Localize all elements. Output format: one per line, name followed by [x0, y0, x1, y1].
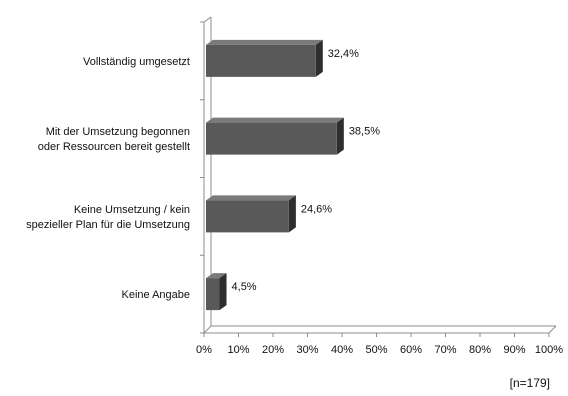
bar	[206, 200, 289, 233]
bar	[206, 44, 316, 77]
bar	[206, 122, 337, 155]
category-label: Keine Umsetzung / kein	[74, 204, 190, 216]
floor-right-line	[548, 325, 557, 334]
bar-top-face	[206, 195, 296, 201]
x-tick-label: 90%	[503, 344, 525, 356]
x-tick-label: 80%	[469, 344, 491, 356]
data-label: 24,6%	[301, 203, 332, 215]
x-tick-label: 20%	[262, 344, 284, 356]
bar-side-face	[315, 39, 323, 77]
chart-bars	[206, 39, 344, 311]
category-label: spezieller Plan für die Umsetzung	[26, 219, 190, 231]
x-tick-label: 60%	[400, 344, 422, 356]
bottom-depth-line	[203, 325, 212, 334]
x-tick-label: 50%	[365, 344, 387, 356]
category-label: Keine Angabe	[121, 289, 190, 301]
x-tick-label: 10%	[227, 344, 249, 356]
category-label: Mit der Umsetzung begonnen	[46, 126, 190, 138]
bar-top-face	[206, 273, 227, 279]
bar-top-face	[206, 39, 323, 45]
category-label: oder Ressourcen bereit gestellt	[38, 141, 190, 153]
sample-size-note: [n=179]	[509, 376, 550, 390]
x-tick-label: 30%	[296, 344, 318, 356]
data-label: 4,5%	[232, 281, 257, 293]
data-label: 32,4%	[328, 48, 359, 60]
x-tick-label: 100%	[535, 344, 563, 356]
x-tick-label: 40%	[331, 344, 353, 356]
bar-side-face	[219, 273, 227, 311]
x-axis-tick-labels: 0% 10% 20% 30% 40% 50% 60% 70% 80% 90% 100%	[196, 344, 563, 356]
x-tick-label: 0%	[196, 344, 212, 356]
category-labels: Vollständig umgesetzt Mit der Umsetzung b…	[26, 56, 190, 301]
chart-axes	[200, 16, 557, 337]
bar-top-face	[206, 117, 344, 123]
top-depth-line	[203, 16, 212, 23]
category-label: Vollständig umgesetzt	[83, 56, 190, 68]
data-label: 38,5%	[349, 126, 380, 138]
value-labels: 32,4% 38,5% 24,6% 4,5%	[232, 48, 381, 293]
bar-side-face	[288, 195, 296, 233]
bar-side-face	[336, 117, 344, 155]
x-tick-label: 70%	[434, 344, 456, 356]
bar	[206, 278, 220, 311]
